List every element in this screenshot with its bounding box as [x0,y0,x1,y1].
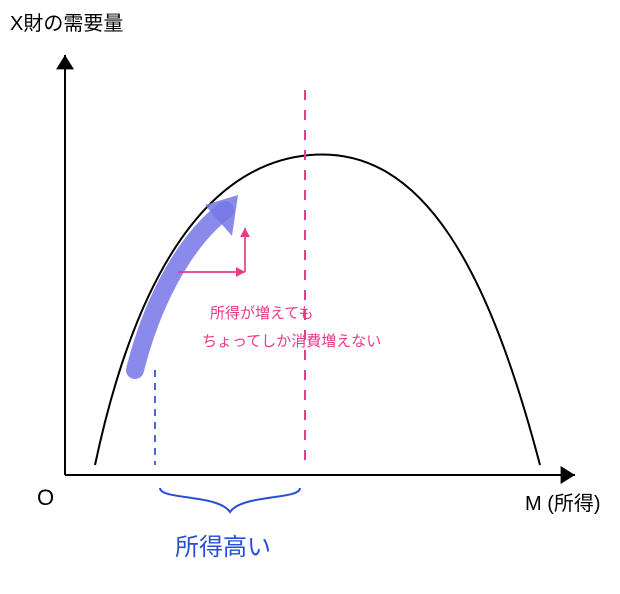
pink-note-line2: ちょってしか消費増えない [202,333,381,350]
y-axis-arrowhead [56,55,74,69]
pink-annotations: 所得が増えても ちょってしか消費増えない [155,90,381,470]
x-axis-label: M (所得) [525,492,601,515]
axes [56,55,575,484]
pink-note-line1: 所得が増えても [210,305,314,322]
x-axis-arrowhead [561,466,575,484]
blue-note: 所得高い [175,534,271,561]
origin-label: O [37,485,54,510]
engel-curve-sketch: 所得が増えても ちょってしか消費増えない 所得高い X財の需要量 M (所得) … [0,0,620,594]
y-axis-label: X財の需要量 [10,12,123,35]
vertical-arrow [240,228,250,272]
income-brace [160,488,300,512]
horizontal-arrow [178,267,245,277]
blue-annotations: 所得高い [160,488,300,561]
